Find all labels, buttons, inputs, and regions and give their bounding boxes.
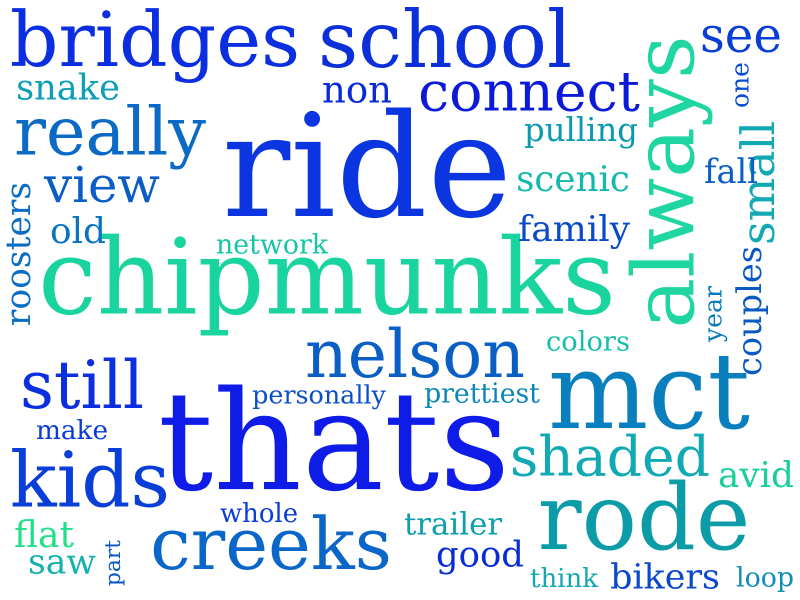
- word-ride: ride: [221, 83, 513, 251]
- word-personally: personally: [252, 379, 386, 410]
- word-rode: rode: [537, 464, 751, 571]
- word-nelson: nelson: [304, 314, 526, 393]
- word-couples: couples: [730, 246, 770, 376]
- word-non: non: [322, 68, 392, 112]
- word-roosters: roosters: [0, 181, 39, 327]
- word-thats: thats: [157, 362, 511, 523]
- word-connect: connect: [418, 60, 640, 125]
- word-one: one: [725, 62, 755, 108]
- word-see: see: [700, 7, 782, 64]
- word-pulling: pulling: [524, 110, 638, 149]
- word-scenic: scenic: [516, 159, 630, 201]
- word-year: year: [698, 286, 728, 342]
- word-whole: whole: [219, 499, 299, 530]
- word-flat: flat: [14, 515, 74, 556]
- word-snake: snake: [16, 67, 120, 109]
- word-part: part: [101, 540, 127, 586]
- word-shaded: shaded: [509, 425, 711, 490]
- word-school: school: [317, 0, 573, 86]
- word-colors: colors: [546, 326, 630, 358]
- word-saw: saw: [28, 542, 96, 583]
- word-family: family: [518, 209, 630, 251]
- word-loop: loop: [736, 562, 794, 594]
- word-network: network: [215, 229, 329, 261]
- word-old: old: [49, 211, 107, 253]
- word-really: really: [13, 92, 207, 171]
- word-mct: mct: [547, 330, 751, 454]
- word-bikers: bikers: [610, 557, 720, 598]
- word-chipmunks: chipmunks: [38, 216, 616, 339]
- word-fall: fall: [704, 152, 758, 192]
- word-make: make: [35, 415, 109, 446]
- word-kids: kids: [9, 436, 171, 526]
- word-bridges: bridges: [9, 0, 301, 85]
- word-trailer: trailer: [403, 506, 503, 543]
- word-avid: avid: [718, 455, 794, 497]
- word-view: view: [44, 156, 160, 215]
- word-think: think: [529, 564, 599, 594]
- word-creeks: creeks: [150, 502, 392, 587]
- word-still: still: [19, 346, 145, 424]
- word-good: good: [436, 534, 524, 576]
- word-prettiest: prettiest: [424, 378, 540, 410]
